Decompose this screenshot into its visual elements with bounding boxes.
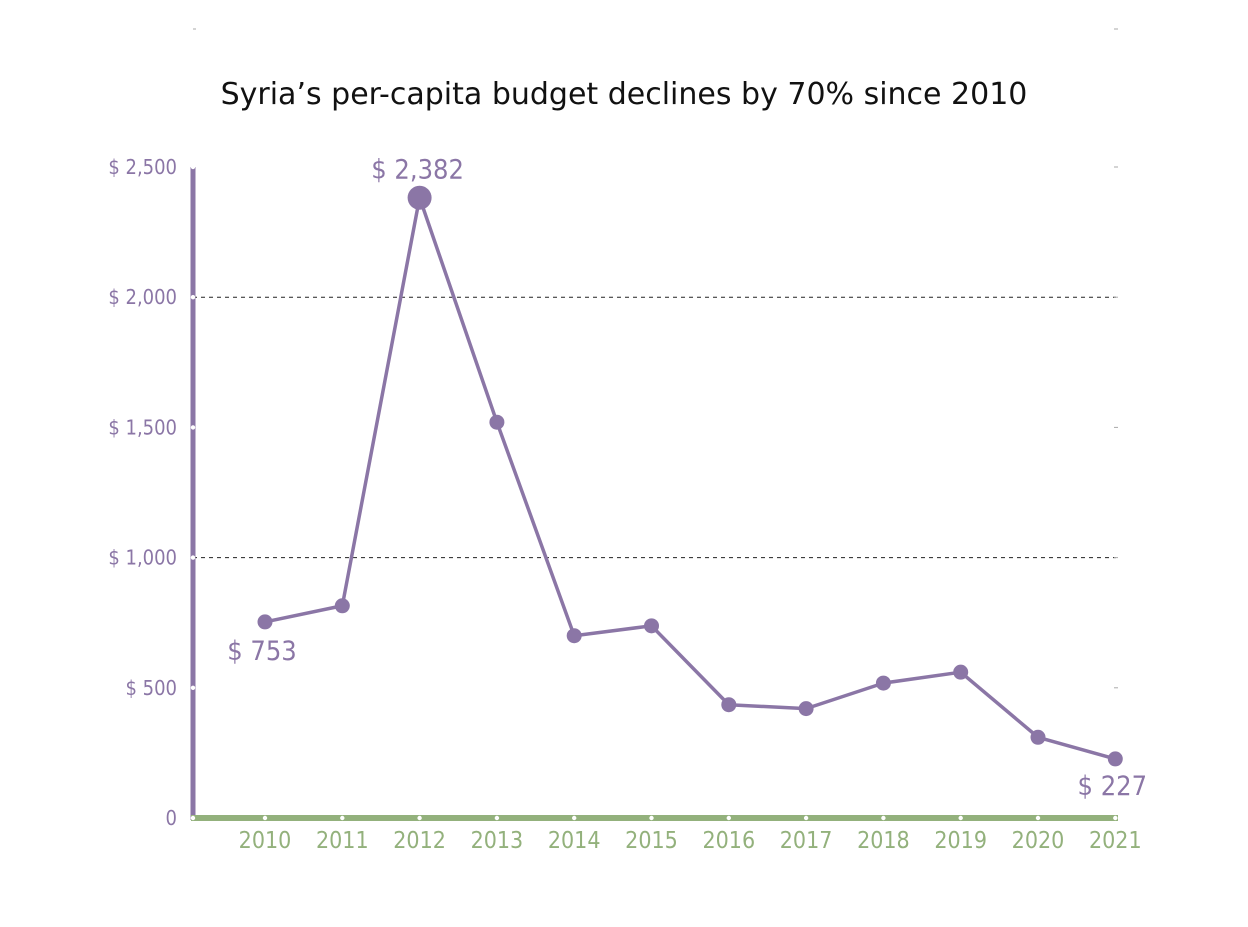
data-point: [334, 598, 350, 614]
x-axis: 2010 2011 2012 2013 2014 2015 2016 2017 2018 2019…: [190, 815, 1142, 854]
x-tick-dot: [726, 815, 731, 821]
x-tick-dot: [190, 815, 196, 821]
x-tick-label: 2011: [316, 828, 369, 854]
data-point: [644, 618, 659, 634]
x-tick-label: 2014: [548, 828, 601, 854]
y-tick-dot: [190, 685, 196, 690]
data-point: [257, 614, 273, 630]
data-point: [1107, 751, 1123, 767]
x-tick-dot: [958, 815, 963, 821]
x-tick-label: 2012: [393, 828, 446, 854]
x-tick-label: 2018: [857, 828, 910, 854]
x-tick-label: 2013: [471, 828, 524, 854]
x-tick-dot: [494, 815, 500, 821]
series-line: [264, 195, 1116, 761]
x-tick-dot: [262, 815, 268, 821]
y-tick-label: $ 1,000: [108, 546, 177, 570]
y-tick-dot: [190, 555, 196, 560]
data-point: [953, 664, 969, 680]
x-tick-dot: [572, 815, 577, 821]
x-tick-dot: [1113, 815, 1118, 821]
data-point: [407, 185, 432, 210]
series: [257, 185, 1123, 767]
y-tick-label: $ 500: [126, 676, 178, 700]
data-point: [875, 675, 891, 691]
data-labels: $ 753 $ 2,382 $ 227: [227, 155, 1147, 802]
x-tick-label: 2015: [625, 828, 678, 854]
x-tick-label: 2021: [1089, 828, 1142, 854]
x-tick-dot: [417, 815, 422, 821]
chart-title: Syria’s per-capita budget declines by 70…: [221, 77, 1028, 112]
y-tick-label: $ 2,000: [108, 285, 177, 309]
data-label: $ 227: [1078, 771, 1148, 802]
y-tick-label: $ 1,500: [108, 415, 177, 439]
x-tick-label: 2019: [934, 828, 987, 854]
x-tick-label: 2020: [1012, 828, 1065, 854]
data-point: [1030, 729, 1046, 745]
data-label: $ 753: [227, 636, 297, 667]
x-tick-label: 2016: [702, 828, 755, 854]
x-tick-label: 2017: [780, 828, 833, 854]
x-tick-dot: [803, 815, 809, 821]
data-point: [798, 701, 814, 717]
y-tick-label: $ 2,500: [108, 155, 177, 179]
x-tick-dot: [340, 815, 345, 821]
y-tick-dot: [190, 425, 196, 430]
y-tick-dot: [190, 164, 196, 170]
data-label: $ 2,382: [371, 155, 464, 186]
gridlines: [193, 296, 1116, 559]
y-tick-dot: [190, 295, 196, 300]
data-point: [489, 414, 505, 430]
x-tick-dot: [1035, 815, 1041, 821]
x-tick-label: 2010: [239, 828, 292, 854]
y-axis: 0 $ 500 $ 1,000 $ 1,500 $ 2,000 $ 2,500: [108, 28, 1118, 830]
data-point: [721, 697, 737, 713]
data-point: [566, 628, 582, 644]
x-tick-dot: [649, 815, 654, 821]
y-tick-label: 0: [166, 806, 177, 830]
x-tick-dot: [881, 815, 886, 821]
